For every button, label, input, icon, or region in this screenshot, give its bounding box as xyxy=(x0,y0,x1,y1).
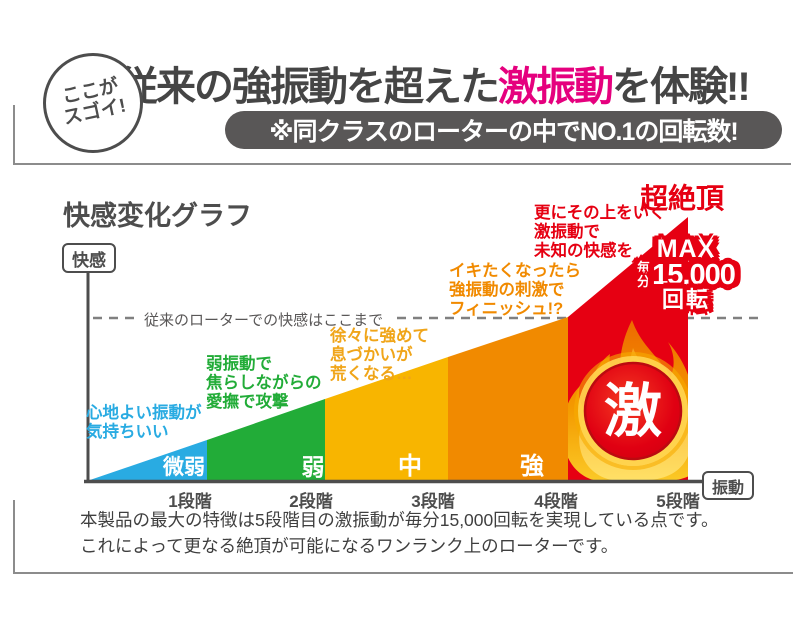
description-line-1: 本製品の最大の特徴は5段階目の激振動が毎分15,000回転を実現している点です。 xyxy=(80,510,719,530)
peak-label: 超絶頂 xyxy=(640,183,725,214)
annotation-line: 激振動で xyxy=(534,223,600,241)
annotation-line: 徐々に強めて xyxy=(330,327,429,345)
tick-label-5: 5段階 xyxy=(656,492,700,511)
annotation-line: イキたくなったら xyxy=(449,262,581,280)
max-rpm-badge: MAX 毎分 15,000 回転 xyxy=(620,237,752,312)
max-label: MAX xyxy=(656,235,716,263)
main-headline: 従来の強振動を超えた激振動を体験!! xyxy=(118,54,751,112)
annotation-level-2: 弱振動で 焦らしながらの 愛撫で攻撃 xyxy=(206,355,322,412)
footer-frame-left xyxy=(13,500,15,573)
footer-underline xyxy=(13,572,793,574)
annotation-level-4: イキたくなったら 強振動の刺激で フィニッシュ!? xyxy=(449,262,581,319)
headline-post: を体験!! xyxy=(612,65,751,109)
band-label-4: 強 xyxy=(520,453,544,480)
tick-label-2: 2段階 xyxy=(289,492,333,511)
footer-description: 本製品の最大の特徴は5段階目の激振動が毎分15,000回転を実現している点です。… xyxy=(80,507,718,559)
headline-highlight: 激振動 xyxy=(498,65,614,109)
annotation-line: 更にその上をいく xyxy=(534,204,666,222)
level-band-4 xyxy=(448,317,568,481)
annotation-line: フィニッシュ!? xyxy=(449,300,564,318)
description-line-2: これによって更なる絶頂が可能になるワンランク上のローターです。 xyxy=(80,536,619,556)
rpm-unit: 回転 xyxy=(661,287,710,313)
tick-label-1: 1段階 xyxy=(168,492,212,511)
excitement-badge-circle xyxy=(583,361,683,461)
band-label-1: 微弱 xyxy=(163,456,205,479)
band-label-3: 中 xyxy=(398,453,422,480)
subtitle-banner: ※同クラスのローターの中でNO.1の回転数! xyxy=(225,111,782,149)
flame-icon xyxy=(568,320,688,481)
header-underline xyxy=(13,163,791,165)
annotation-level-3: 徐々に強めて 息づかいが 荒くなる… xyxy=(330,327,429,384)
annotation-level-1: 心地よい振動が 気持ちいい xyxy=(86,404,202,442)
rpm-value: 15,000 xyxy=(652,258,736,291)
level-band-2 xyxy=(207,399,325,481)
headline-pre: 従来の強振動を超えた xyxy=(118,65,500,109)
annotation-line: 未知の快感を xyxy=(534,242,633,260)
annotation-line: 弱振動で xyxy=(206,355,272,373)
chart-title: 快感変化グラフ xyxy=(63,201,252,231)
annotation-level-5: 更にその上をいく 激振動で 未知の快感を xyxy=(534,204,666,261)
annotation-line: 強振動の刺激で xyxy=(449,281,565,299)
tick-label-3: 3段階 xyxy=(411,492,455,511)
annotation-line: 息づかいが xyxy=(330,346,413,364)
here-is-great-badge: ここが スゴイ! xyxy=(43,53,143,153)
annotation-line: 愛撫で攻撃 xyxy=(206,393,289,411)
level-band-1 xyxy=(87,440,207,481)
annotation-line: 気持ちいい xyxy=(86,423,169,441)
annotation-line: 心地よい振動が xyxy=(86,404,202,422)
excitement-badge-label: 激 xyxy=(603,379,662,444)
header-frame-left xyxy=(13,105,15,165)
threshold-label: 従来のローターでの快感はここまで xyxy=(137,309,391,330)
per-minute-label: 毎分 xyxy=(637,260,651,289)
annotation-line: 荒くなる… xyxy=(330,365,413,383)
vibration-axis-label: 振動 xyxy=(702,471,754,500)
annotation-line: 焦らしながらの xyxy=(206,374,322,392)
pleasure-axis-label: 快感 xyxy=(62,243,116,273)
level-band-3 xyxy=(325,357,448,481)
band-label-2: 弱 xyxy=(301,454,325,480)
tick-label-4: 4段階 xyxy=(534,492,578,511)
